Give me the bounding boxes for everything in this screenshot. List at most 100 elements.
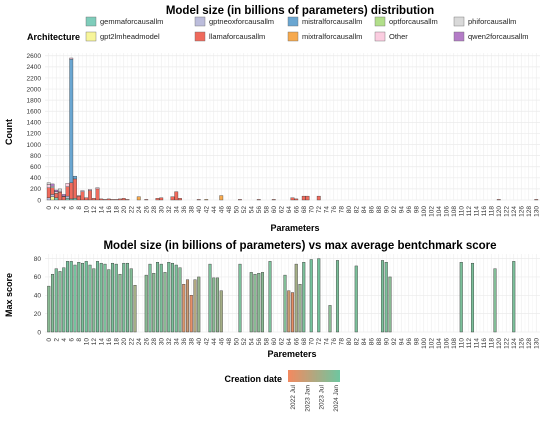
bottom-x-tick-label: 82	[353, 338, 360, 346]
top-x-tick-label: 8	[76, 206, 83, 210]
creation-date-legend-labels: 2022 Jul 2023 Jan 2023 Jul 2024 Jan	[290, 384, 340, 411]
bottom-bar	[328, 305, 332, 333]
top-x-tick-label: 46	[218, 206, 225, 214]
bottom-x-tick-label: 74	[323, 338, 330, 346]
top-x-tick-label: 114	[473, 206, 480, 217]
bottom-bar	[88, 264, 92, 333]
bottom-x-tick-label: 44	[211, 338, 218, 346]
top-x-tick-label: 84	[361, 206, 368, 214]
top-x-tick-label: 36	[181, 206, 188, 214]
top-x-tick-label: 100	[421, 206, 428, 217]
top-chart-x-ticks: 0 2 4 6 8 10 12 14 16 18 20 22 24 26 28 30 32 34 36 38 40 42 4…	[46, 206, 541, 217]
top-bar-segment-gemmaforcausallm	[65, 198, 70, 201]
legend-swatch-gpt2lmheadmodel	[85, 31, 97, 42]
top-x-tick-label: 26	[143, 206, 150, 214]
bottom-bar	[302, 262, 306, 333]
top-bar-segment-llamaforcausallm	[144, 199, 149, 201]
bottom-bar	[125, 262, 130, 333]
bottom-bar	[249, 272, 253, 333]
top-x-tick-label: 74	[323, 206, 330, 214]
top-x-tick-label: 66	[293, 206, 300, 214]
bottom-x-tick-label: 66	[293, 338, 300, 346]
top-bar-segment-qwen2forcausallm	[61, 194, 66, 197]
top-bar-segment-gemmaforcausallm	[54, 197, 59, 201]
bottom-x-tick-label: 40	[196, 338, 203, 346]
bottom-bar	[107, 269, 111, 333]
top-x-tick-label: 32	[166, 206, 173, 214]
bottom-x-tick-label: 14	[98, 338, 105, 346]
legend-swatch-qwen2forcausallm	[453, 31, 465, 42]
bottom-bar	[84, 261, 88, 333]
top-bar-segment-llamaforcausallm	[118, 198, 122, 201]
bottom-bar	[309, 259, 313, 333]
bottom-x-tick-label: 30	[158, 338, 165, 346]
top-x-tick-label: 86	[368, 206, 375, 214]
bottom-bar	[189, 295, 193, 333]
bottom-bar	[182, 284, 186, 333]
bottom-x-tick-label: 32	[166, 338, 173, 346]
bottom-x-tick-label: 12	[91, 338, 98, 346]
top-bar-segment-llamaforcausallm	[110, 199, 115, 201]
bottom-bar	[99, 262, 103, 333]
bottom-bar	[103, 263, 107, 333]
bottom-x-tick-label: 116	[481, 338, 488, 349]
bottom-bar	[493, 268, 497, 333]
legend-label-mistralforcausallm: mistralforcausallm	[302, 17, 362, 26]
legend-swatch-phiforcausallm	[453, 16, 465, 27]
legend-label-Other: Other	[389, 32, 408, 41]
top-x-tick-label: 4	[61, 206, 68, 210]
bottom-x-tick-label: 78	[338, 338, 345, 346]
architecture-legend: gemmaforcausallm gptneoxforcausallm mistra…	[85, 16, 528, 42]
top-bar-segment-llamaforcausallm	[155, 198, 160, 201]
creation-date-label: 2024 Jan	[333, 385, 340, 412]
bottom-x-tick-label: 130	[533, 338, 540, 349]
bottom-bar	[335, 260, 340, 333]
bottom-x-tick-label: 38	[188, 338, 195, 346]
top-x-tick-label: 98	[413, 206, 420, 214]
bottom-bar	[47, 285, 51, 333]
top-x-tick-label: 22	[128, 206, 135, 214]
top-bar-segment-llamaforcausallm	[73, 178, 77, 199]
bottom-x-tick-label: 84	[361, 338, 368, 346]
top-x-tick-label: 112	[466, 206, 473, 217]
bottom-x-tick-label: 68	[301, 338, 308, 346]
bottom-x-tick-label: 52	[241, 338, 248, 346]
bottom-bar	[208, 263, 212, 333]
bottom-bar	[65, 261, 70, 333]
top-bar-segment-llamaforcausallm	[106, 198, 111, 201]
bottom-bar	[118, 273, 122, 333]
top-x-tick-label: 118	[488, 206, 495, 217]
top-bar-segment-gptneoxforcausallm	[65, 195, 70, 199]
top-y-tick-label: 800	[30, 153, 41, 160]
bottom-bar	[294, 263, 298, 333]
bottom-x-tick-label: 86	[368, 338, 375, 346]
bottom-chart-bars	[47, 258, 516, 333]
bottom-x-tick-label: 28	[151, 338, 158, 346]
legend-swatch-optforcausallm	[374, 16, 386, 27]
top-bar-segment-Other	[76, 195, 81, 197]
bottom-bar	[58, 271, 62, 333]
bottom-bar	[170, 262, 175, 333]
bottom-x-tick-label: 34	[173, 338, 180, 346]
bottom-x-tick-label: 0	[46, 338, 53, 342]
architecture-legend-title: Architecture	[27, 32, 80, 42]
bottom-x-tick-label: 4	[61, 338, 68, 342]
top-chart-bars	[46, 57, 539, 201]
bottom-x-tick-label: 42	[203, 338, 210, 346]
top-bar-segment-mixtralforcausallm	[219, 195, 224, 201]
top-x-tick-label: 92	[391, 206, 398, 214]
bottom-bar	[380, 260, 385, 333]
bottom-x-tick-label: 110	[458, 338, 465, 349]
top-bar-segment-phiforcausallm	[50, 185, 55, 188]
bottom-x-tick-label: 100	[421, 338, 428, 349]
top-bar-segment-llamaforcausallm	[256, 199, 261, 201]
top-bar-segment-llamaforcausallm	[95, 188, 100, 201]
bottom-bar	[152, 273, 156, 333]
top-y-tick-label: 1400	[27, 120, 42, 127]
top-y-tick-label: 0	[37, 197, 41, 204]
top-bar-segment-llamaforcausallm	[103, 199, 107, 201]
top-x-tick-label: 90	[383, 206, 390, 214]
bottom-bar	[73, 264, 77, 333]
top-x-tick-label: 2	[53, 206, 60, 210]
top-bar-segment-llamaforcausallm	[58, 192, 62, 201]
